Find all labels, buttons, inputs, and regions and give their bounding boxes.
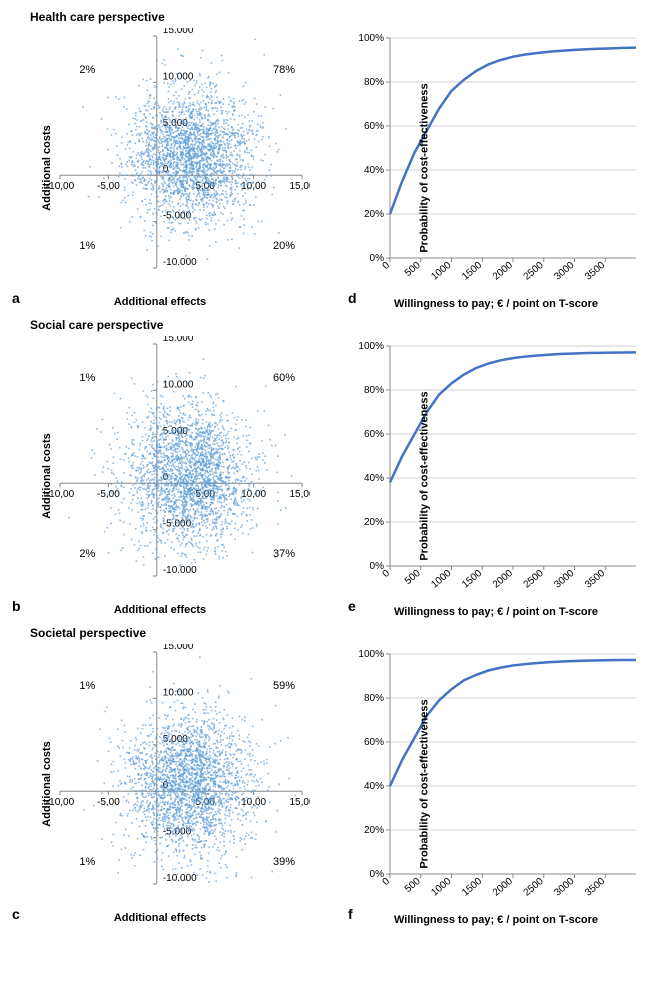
svg-text:3000: 3000	[552, 260, 576, 283]
svg-text:2500: 2500	[522, 260, 546, 283]
panel-e: 0%20%40%60%80%100%0500100015002000250030…	[346, 318, 662, 616]
svg-text:80%: 80%	[364, 77, 384, 88]
xlabel: Willingness to pay; € / point on T-score	[394, 298, 598, 310]
svg-text:15,00: 15,00	[289, 489, 310, 500]
panel-a-title: Health care perspective	[10, 10, 326, 24]
svg-text:500: 500	[403, 260, 423, 279]
quad-ul: 2%	[79, 64, 95, 76]
xlabel: Additional effects	[114, 296, 206, 308]
svg-text:10,00: 10,00	[241, 489, 266, 500]
xlabel: Willingness to pay; € / point on T-score	[394, 914, 598, 926]
svg-text:20%: 20%	[364, 209, 384, 220]
panel-d: 0%20%40%60%80%100%0500100015002000250030…	[346, 10, 662, 308]
scatter-chart-c: -10,00-5,005,0010,0015,00-10.000-5.00005…	[10, 644, 310, 924]
svg-text:-10.000: -10.000	[163, 257, 197, 268]
panel-e-title	[346, 318, 662, 332]
panel-f: 0%20%40%60%80%100%0500100015002000250030…	[346, 626, 662, 924]
svg-text:60%: 60%	[364, 121, 384, 132]
svg-text:15,00: 15,00	[289, 181, 310, 192]
svg-text:2000: 2000	[491, 260, 515, 283]
xlabel: Additional effects	[114, 604, 206, 616]
ylabel: Additional costs	[41, 433, 53, 519]
quad-lr: 20%	[273, 240, 295, 252]
panel-letter: e	[348, 598, 356, 614]
svg-text:1000: 1000	[429, 260, 453, 283]
panel-letter: c	[12, 906, 20, 922]
panel-letter: a	[12, 290, 20, 306]
svg-text:0: 0	[381, 260, 393, 272]
quad-lr: 37%	[273, 548, 295, 560]
quad-ur: 60%	[273, 372, 295, 384]
svg-text:15.000: 15.000	[163, 336, 194, 344]
panel-letter: f	[348, 906, 353, 922]
quad-ll: 1%	[79, 240, 95, 252]
svg-text:-5.000: -5.000	[163, 519, 192, 530]
panel-c: Societal perspective -10,00-5,005,0010,0…	[10, 626, 326, 924]
svg-text:10.000: 10.000	[163, 71, 194, 82]
panel-a: Health care perspective -10,00-5,005,001…	[10, 10, 326, 308]
quad-lr: 39%	[273, 856, 295, 868]
panel-letter: d	[348, 290, 357, 306]
svg-text:1500: 1500	[460, 260, 484, 283]
scatter-chart-a: -10,00-5,005,0010,0015,00-10.000-5.00005…	[10, 28, 310, 308]
svg-text:10.000: 10.000	[163, 379, 194, 390]
ylabel: Probability of cost-effectiveness	[419, 83, 431, 252]
svg-text:15.000: 15.000	[163, 28, 194, 36]
scatter-chart-b: -10,00-5,005,0010,0015,00-10.000-5.00005…	[10, 336, 310, 616]
panel-f-title	[346, 626, 662, 640]
panel-c-title: Societal perspective	[10, 626, 326, 640]
ylabel: Probability of cost-effectiveness	[419, 391, 431, 560]
ylabel: Additional costs	[41, 741, 53, 827]
quad-ul: 1%	[79, 372, 95, 384]
chart-grid: Health care perspective -10,00-5,005,001…	[10, 10, 662, 924]
ceac-chart-d: 0%20%40%60%80%100%0500100015002000250030…	[346, 28, 646, 308]
ceac-chart-e: 0%20%40%60%80%100%0500100015002000250030…	[346, 336, 646, 616]
panel-letter: b	[12, 598, 21, 614]
xlabel: Additional effects	[114, 912, 206, 924]
quad-ll: 1%	[79, 856, 95, 868]
quad-ul: 1%	[79, 680, 95, 692]
svg-text:100%: 100%	[358, 33, 384, 44]
ylabel: Probability of cost-effectiveness	[419, 699, 431, 868]
quad-ur: 78%	[273, 64, 295, 76]
ylabel: Additional costs	[41, 125, 53, 211]
svg-text:40%: 40%	[364, 165, 384, 176]
xlabel: Willingness to pay; € / point on T-score	[394, 606, 598, 618]
panel-d-title	[346, 10, 662, 24]
svg-text:-10.000: -10.000	[163, 565, 197, 576]
panel-b-title: Social care perspective	[10, 318, 326, 332]
quad-ll: 2%	[79, 548, 95, 560]
svg-text:-5,00: -5,00	[97, 181, 120, 192]
panel-b: Social care perspective -10,00-5,005,001…	[10, 318, 326, 616]
ceac-chart-f: 0%20%40%60%80%100%0500100015002000250030…	[346, 644, 646, 924]
svg-text:3500: 3500	[583, 260, 607, 283]
quad-ur: 59%	[273, 680, 295, 692]
